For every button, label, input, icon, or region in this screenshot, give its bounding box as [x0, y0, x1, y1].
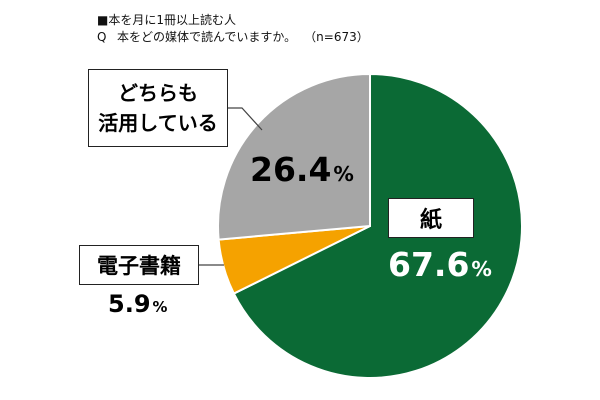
- question-text: 本をどの媒体で読んでいますか。: [117, 30, 297, 44]
- value-ebook: 5.9%: [108, 290, 168, 318]
- pie-slice-paper: [232, 72, 523, 379]
- label-paper: 紙: [388, 198, 474, 238]
- question-mark: Q: [97, 30, 107, 44]
- label-both-line1: どちらも: [118, 81, 198, 105]
- value-paper: 67.6%: [388, 245, 492, 284]
- value-both: 26.4%: [250, 150, 354, 189]
- chart-subtitle: ■本を月に1冊以上読む人: [97, 13, 236, 27]
- label-ebook: 電子書籍: [79, 245, 199, 285]
- chart-header: ■本を月に1冊以上読む人 Q 本をどの媒体で読んでいますか。 （n=673）: [97, 12, 369, 46]
- label-both-line2: 活用している: [98, 111, 218, 135]
- leader-line-both: [228, 107, 263, 131]
- label-both: どちらも 活用している: [88, 69, 228, 147]
- pie-slices: [217, 72, 523, 379]
- sample-size: （n=673）: [304, 30, 369, 44]
- question-row: Q 本をどの媒体で読んでいますか。 （n=673）: [97, 29, 369, 46]
- pie-slice-both: [217, 72, 371, 241]
- leader-lines: [199, 107, 263, 266]
